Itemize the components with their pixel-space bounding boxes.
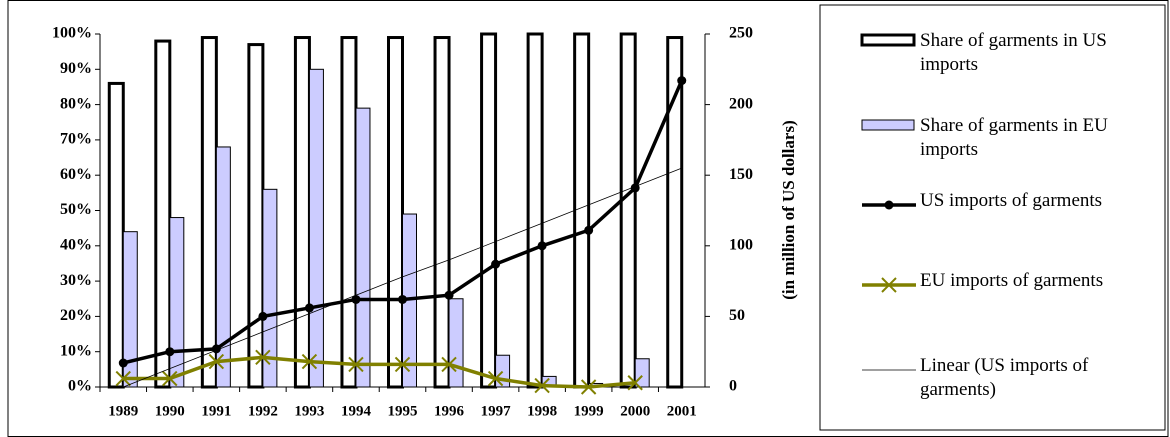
legend-item (860, 33, 916, 47)
line (123, 355, 636, 389)
y-tick-label: 70% (60, 131, 92, 148)
point (208, 353, 225, 370)
bar (262, 188, 278, 388)
y2-tick-label: 50 (729, 307, 745, 324)
point (118, 358, 128, 368)
y2-tick-label: 200 (729, 95, 753, 112)
point (304, 303, 314, 313)
bar (215, 146, 231, 388)
bar (448, 298, 464, 388)
x-tick-label: 1994 (341, 403, 372, 419)
bar (619, 32, 637, 389)
point (162, 370, 178, 387)
y-tick-label: 90% (60, 60, 92, 77)
point (258, 311, 268, 321)
point (394, 356, 411, 373)
y-tick-label: 80% (60, 95, 92, 112)
x-tick-label: 1991 (201, 403, 231, 419)
legend-label: Share of garments in US imports (920, 30, 1107, 75)
point (584, 225, 594, 235)
point (115, 370, 131, 387)
bar (433, 36, 451, 389)
y-tick-label: 10% (60, 342, 92, 359)
x-tick-label: 1998 (527, 403, 557, 419)
legend-label: Share of garments in EU imports (920, 115, 1108, 160)
point (627, 375, 643, 391)
y2-tick-label: 100 (729, 236, 753, 253)
x-tick-label: 1997 (481, 403, 512, 419)
x-tick-label: 2000 (620, 403, 650, 419)
bar (200, 36, 218, 389)
bar (573, 32, 591, 389)
point (534, 377, 550, 394)
bar (169, 217, 185, 388)
y-tick-label: 60% (60, 166, 92, 183)
x-tick-label: 1990 (155, 403, 185, 419)
x-tick-label: 1989 (108, 403, 138, 419)
bar (526, 32, 544, 389)
point (301, 353, 318, 370)
legend-item (862, 277, 916, 293)
y2-tick-label: 250 (729, 25, 753, 42)
bar (154, 39, 172, 389)
point (165, 347, 175, 357)
bar (480, 32, 498, 389)
legend-box (819, 4, 1166, 431)
line (123, 167, 682, 388)
point (348, 356, 364, 373)
y-tick-label: 50% (60, 201, 92, 218)
bar (387, 36, 404, 389)
x-tick-label: 1996 (434, 403, 465, 419)
y2-tick-label: 0 (729, 378, 737, 395)
x-tick-label: 1993 (294, 403, 324, 419)
point (491, 259, 501, 269)
bar (355, 107, 371, 388)
y-tick-label: 20% (60, 307, 92, 324)
legend-item (862, 200, 916, 210)
point (351, 294, 361, 304)
legend-label: Linear (US imports of garments) (920, 355, 1089, 400)
bar (293, 36, 311, 389)
x-tick-label: 1995 (388, 403, 418, 419)
point (677, 76, 687, 86)
bar (340, 36, 358, 389)
point (398, 294, 407, 304)
x-tick-label: 1992 (248, 403, 278, 419)
point (580, 379, 597, 395)
x-tick-label: 1999 (574, 403, 604, 419)
legend-swatch (860, 33, 916, 47)
point (441, 356, 457, 373)
legend-marker (884, 200, 894, 210)
legend-label: EU imports of garments (920, 270, 1104, 291)
bar (634, 358, 650, 388)
y-tick-label: 40% (60, 236, 92, 253)
legend-label: US imports of garments (920, 190, 1103, 211)
legend-item (861, 119, 915, 131)
bar (122, 231, 138, 388)
bar (107, 81, 125, 389)
y-tick-label: 30% (60, 272, 92, 289)
legend-swatch (861, 119, 915, 131)
y-tick-label: 100% (52, 25, 92, 42)
y-tick-label: 0% (68, 378, 92, 395)
x-tick-label: 2001 (667, 403, 697, 419)
legend-marker (881, 277, 897, 293)
point (487, 370, 504, 387)
bar (495, 354, 511, 388)
point (255, 349, 271, 366)
y2-axis-title: (in million of US dollars) (779, 120, 798, 299)
bar (666, 36, 684, 389)
y2-tick-label: 150 (729, 166, 753, 183)
bar (308, 68, 324, 388)
bar (247, 43, 265, 389)
point (537, 241, 547, 251)
point (444, 290, 454, 300)
